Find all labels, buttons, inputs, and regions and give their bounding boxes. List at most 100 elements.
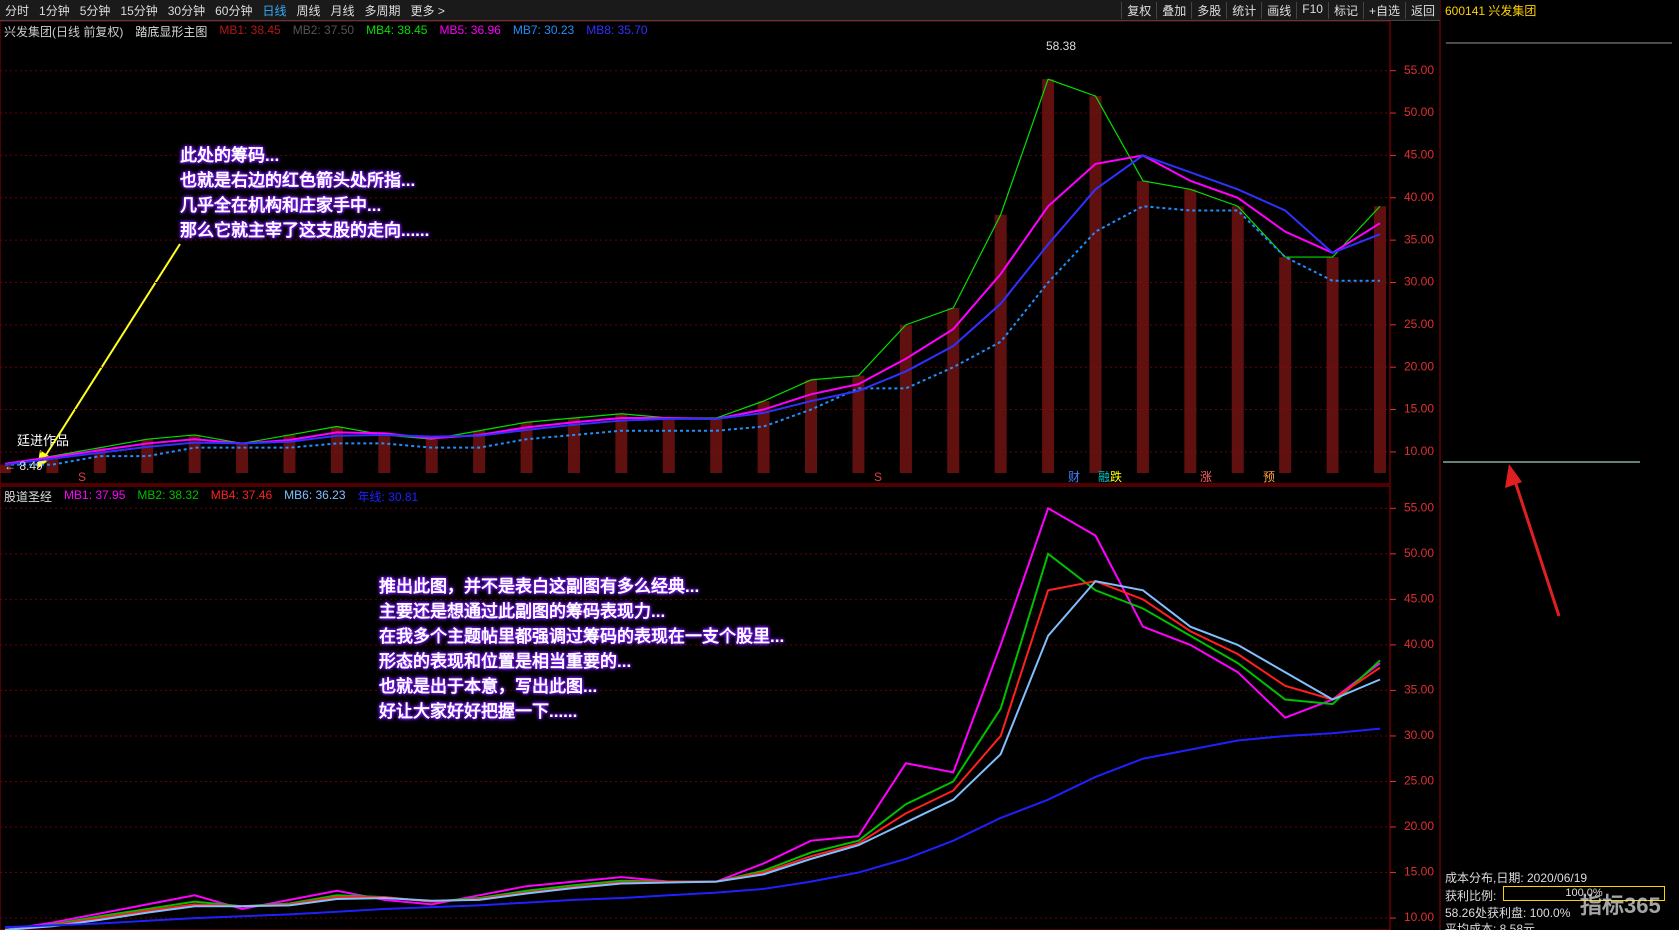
y-tick-label: 35.00 [1404,232,1434,246]
signal-marker: 跌 [1110,469,1122,484]
tool-button[interactable]: 复权 [1121,1,1156,19]
y-tick-label: 35.00 [1404,683,1434,697]
period-tab[interactable]: 更多 > [410,3,445,18]
signal-marker: 财 [1068,470,1080,484]
legend-entry: 年线: 30.81 [357,490,419,504]
y-tick-label: 55.00 [1404,500,1434,514]
red-arrow [1512,477,1561,617]
y-tick-label: 20.00 [1404,819,1434,833]
profit-line: 58.26处获利盘: 100.0% [1445,906,1571,920]
peak-label: 58.38 [1046,39,1076,53]
note-1: 此处的筹码... 也就是右边的红色箭头处所指... 几乎全在机构和庄家手中... 那么… [180,143,429,243]
y-tick-label: 25.00 [1404,317,1434,331]
y-tick-label: 50.00 [1404,546,1434,560]
y-tick-label: 10.00 [1404,444,1434,458]
y-tick-label: 15.00 [1404,402,1434,416]
series-line [4,580,1381,930]
period-tab[interactable]: 多周期 [364,3,401,18]
y-tick-label: 50.00 [1404,105,1434,119]
note-line: 主要还是想通过此副图的筹码表现力... [379,602,666,621]
low-label: ← 8.49 [4,459,43,473]
y-tick-label: 20.00 [1404,359,1434,373]
tool-buttons: 复权 叠加 多股 统计 画线 F10 标记 +自选 返回 [1121,1,1440,19]
note-line: 推出此图，并不是表白这副图有多么经典... [379,577,700,596]
series-line [4,78,1381,466]
stock-name: 兴发集团(日线 前复权) [4,25,124,39]
legend-entry: MB1: 38.45 [219,23,281,37]
period-tab[interactable]: 30分钟 [167,3,206,18]
lower-header: 股道圣经 MB1: 37.95 MB2: 38.32 MB4: 37.46 MB6: 3… [4,488,418,505]
watermark: 指标365 [1580,893,1661,918]
period-tab[interactable]: 1分钟 [39,3,70,18]
note-line: 在我多个主题帖里都强调过筹码的表现在一支个股里... [379,627,785,646]
upper-header: 兴发集团(日线 前复权) 踏底显形主图 MB1: 38.45 MB2: 37.50 MB… [4,23,648,40]
note-2: 推出此图，并不是表白这副图有多么经典... 主要还是想通过此副图的筹码表现力...… [379,574,784,724]
period-tab[interactable]: 5分钟 [79,3,111,18]
indicator-name: 踏底显形主图 [135,25,208,39]
toolbar: 分时 1分钟 5分钟 15分钟 30分钟 60分钟 日线 周线 月线 多周期 更多 > 复权 叠加 多股统… [0,0,1440,21]
note-line: 那么它就主宰了这支股的走向...... [180,221,430,240]
period-tab[interactable]: 日线 [262,3,287,18]
period-tab[interactable]: 分时 [5,3,30,18]
legend-entry: MB6: 36.23 [284,488,346,502]
y-tick-label: 45.00 [1404,592,1434,606]
profit-bar: 100.0% [1503,886,1665,901]
legend-entry: MB8: 35.70 [586,23,648,37]
stock-code: 600141 兴发集团 [1445,4,1537,18]
legend-entry: MB4: 37.46 [210,488,273,502]
note-line: 好让大家好好把握一下...... [379,702,578,721]
y-tick-label: 30.00 [1404,728,1434,742]
tool-button[interactable]: +自选 [1362,1,1405,19]
y-tick-label: 30.00 [1404,275,1434,289]
signal-marker: 融 [1098,470,1110,484]
y-tick-label: 40.00 [1404,190,1434,204]
tool-button[interactable]: F10 [1296,1,1328,19]
legend-entry: MB4: 38.45 [366,23,428,37]
legend-entry: MB5: 36.96 [439,23,501,37]
period-tab[interactable]: 周线 [296,3,321,18]
period-tab[interactable]: 月线 [330,3,355,18]
legend-entry: MB1: 37.95 [64,488,126,502]
note-line: 形态的表现和位置是相当重要的... [379,652,632,671]
tool-button[interactable]: 返回 [1404,1,1440,19]
red-arrowhead [1505,464,1522,488]
tool-button[interactable]: 叠加 [1156,1,1191,19]
cost-title: 成本分布,日期: 2020/06/19 [1445,871,1588,885]
tool-button[interactable]: 画线 [1261,1,1296,19]
series-line [5,205,1380,466]
y-tick-label: 15.00 [1404,865,1434,879]
series-line [4,154,1381,466]
signal-marker: S [78,470,86,484]
profit-label: 获利比例: [1445,889,1497,903]
tool-button[interactable]: 标记 [1327,1,1363,19]
note-line: 此处的筹码... [180,146,280,165]
series-line [4,727,1381,929]
avg-cost: 平均成本: 8.58元 [1445,922,1536,930]
tool-button[interactable]: 多股 [1191,1,1226,19]
y-tick-label: 25.00 [1404,774,1434,788]
y-tick-label: 10.00 [1404,910,1434,924]
legend-entry: MB2: 37.50 [292,23,355,37]
signal-marker: 涨 [1200,469,1212,484]
signal-marker: 预 [1263,470,1275,484]
legend-entry: MB7: 30.23 [512,23,575,37]
period-tab[interactable]: 15分钟 [120,3,158,18]
y-tick-label: 55.00 [1404,63,1434,77]
note-line: 也就是右边的红色箭头处所指... [180,171,416,190]
note-line: 几乎全在机构和庄家手中... [180,196,382,215]
upper-frame [0,20,1391,485]
note-line: 也就是出于本意，写出此图... [379,677,598,696]
indicator-name: 股道圣经 [4,490,53,504]
y-tick-label: 40.00 [1404,637,1434,651]
signal-marker: S [874,470,882,484]
y-tick-label: 45.00 [1404,148,1434,162]
tool-button[interactable]: 统计 [1226,1,1261,19]
credit: 廷进作品 [17,433,70,448]
legend-entry: MB2: 38.32 [137,488,199,502]
lower-frame [0,485,1391,930]
yellow-arrow [43,243,181,459]
period-tabs: 分时 1分钟 5分钟 15分钟 30分钟 60分钟 日线 周线 月线 多周期 更多 > [0,2,450,19]
period-tab[interactable]: 60分钟 [215,3,253,18]
